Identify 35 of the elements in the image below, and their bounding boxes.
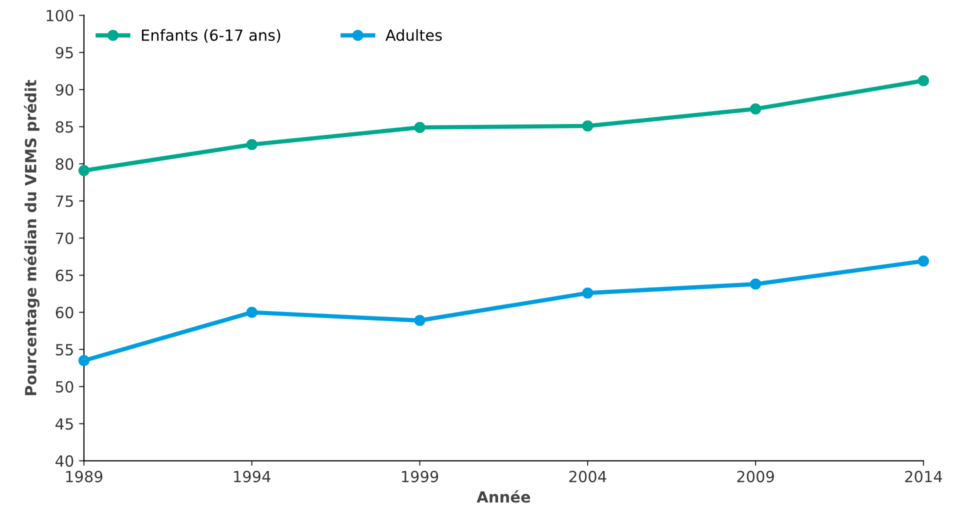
point	[750, 103, 762, 114]
x-tick-label: 2009	[737, 470, 774, 482]
point	[246, 306, 258, 318]
x-tick-label: 2014	[905, 470, 942, 482]
x-tick-label: 1999	[402, 470, 438, 482]
legend-label: Adultes	[386, 29, 442, 41]
y-tick-label: 65	[56, 270, 73, 282]
x-tick-label: 2004	[569, 470, 606, 482]
y-tick-label: 95	[56, 46, 73, 58]
y-tick-label: 40	[56, 455, 74, 467]
point	[78, 355, 90, 366]
y-tick-label: 55	[56, 344, 73, 356]
point	[414, 122, 426, 134]
y-tick-label: 70	[56, 232, 74, 244]
point	[582, 287, 594, 299]
x-tick-label: 1994	[234, 470, 270, 482]
x-axis-title: Année	[476, 490, 530, 503]
point	[414, 314, 426, 326]
point	[78, 164, 90, 176]
y-tick-label: 100	[46, 10, 74, 22]
point	[246, 138, 258, 150]
y-tick-label: 60	[56, 306, 74, 318]
y-tick-label: 45	[56, 418, 73, 430]
y-tick-label: 50	[56, 381, 74, 393]
point	[918, 256, 930, 267]
y-tick-label: 90	[56, 84, 74, 96]
x-tick-label: 1989	[66, 470, 102, 482]
legend-label: Enfants (6-17 ans)	[142, 29, 280, 43]
y-tick-label: 85	[56, 121, 73, 133]
point	[582, 120, 594, 132]
y-tick-label: 80	[56, 158, 74, 170]
point	[918, 75, 930, 86]
y-axis-title: Pourcentage médian du VEMS prédit	[24, 80, 40, 396]
y-tick-label: 75	[56, 196, 73, 207]
point	[750, 278, 762, 290]
